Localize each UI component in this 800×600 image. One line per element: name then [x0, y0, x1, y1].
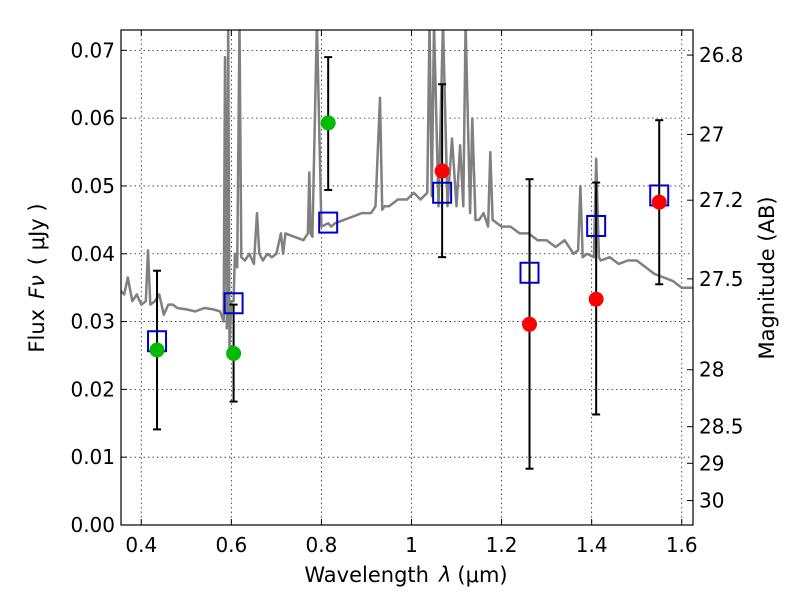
x-tick-label: 1.6	[666, 533, 698, 557]
y2-tick-label: 30	[699, 489, 724, 513]
observed-flux-point	[651, 194, 667, 210]
y-tick-label: 0.00	[70, 513, 115, 537]
x-tick-label: 1.2	[486, 533, 518, 557]
error-bars	[153, 56, 664, 470]
y-tick-label: 0.01	[70, 445, 115, 469]
y2-tick-label: 28	[699, 358, 724, 382]
x-tick-label: 0.8	[306, 533, 338, 557]
y2-tick-label: 28.5	[699, 415, 744, 439]
tick-labels: 0.4 0.6 0.8 1 1.2 1.4 1.6 0.00 0.01 0.02 0.03 0.04 0…	[70, 38, 743, 557]
y-tick-label: 0.03	[70, 310, 115, 334]
data-markers	[147, 115, 670, 361]
grid	[121, 30, 693, 526]
x-tick-label: 0.4	[125, 533, 157, 557]
y2-tick-label: 26.8	[699, 43, 744, 67]
y-tick-label: 0.04	[70, 242, 115, 266]
model-flux-square	[519, 261, 540, 284]
plot-frame	[120, 29, 694, 526]
observed-flux-point	[522, 316, 538, 332]
observed-flux-point	[226, 345, 242, 361]
model-flux-square	[432, 181, 453, 204]
x-tick-label: 0.6	[215, 533, 247, 557]
y2-tick-label: 29	[699, 451, 724, 475]
model-flux-square	[586, 214, 607, 237]
y2-tick-label: 27.2	[699, 188, 744, 212]
y-tick-label: 0.05	[70, 174, 115, 198]
y2-tick-label: 27.5	[699, 267, 744, 291]
observed-flux-point	[588, 291, 604, 307]
y2-axis-title: Magnitude (AB)	[755, 196, 779, 359]
y-axis-title: FluxFν( μJy )	[25, 203, 49, 352]
model-flux-square	[318, 211, 339, 234]
observed-flux-point	[149, 342, 165, 358]
y-tick-label: 0.02	[70, 377, 115, 401]
y-tick-label: 0.07	[70, 38, 115, 62]
y2-tick-label: 27	[699, 122, 724, 146]
y-tick-label: 0.06	[70, 106, 115, 130]
x-tick-label: 1	[405, 533, 418, 557]
model-spectrum-line	[121, 30, 693, 350]
spectrum-layer	[121, 30, 693, 350]
x-tick-label: 1.4	[576, 533, 608, 557]
x-axis-title: Wavelength λ (μm)	[304, 563, 507, 587]
observed-flux-point	[320, 115, 336, 131]
axis-ticks	[121, 30, 693, 526]
observed-flux-point	[434, 163, 450, 179]
model-flux-square	[223, 292, 244, 315]
